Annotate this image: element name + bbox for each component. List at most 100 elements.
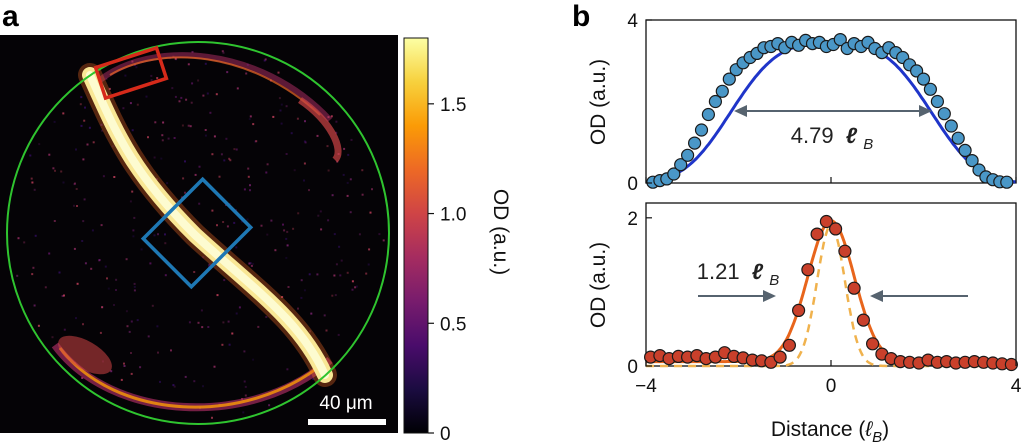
noise-pixel — [92, 141, 95, 144]
noise-pixel — [272, 115, 275, 118]
noise-pixel — [304, 141, 307, 144]
noise-pixel — [226, 71, 229, 74]
noise-pixel — [204, 129, 207, 131]
noise-pixel — [16, 274, 19, 277]
noise-pixel — [132, 235, 135, 238]
noise-pixel — [246, 218, 249, 221]
scale-bar-label: 40 μm — [319, 393, 372, 414]
noise-pixel — [63, 328, 66, 331]
noise-pixel — [317, 214, 320, 217]
noise-pixel — [343, 147, 346, 150]
noise-pixel — [174, 95, 177, 98]
noise-pixel — [242, 411, 245, 414]
bottom-width-arrows — [698, 290, 968, 302]
noise-pixel — [100, 224, 103, 227]
noise-pixel — [160, 157, 163, 160]
noise-pixel — [101, 306, 104, 309]
y-tick-label: 0 — [627, 174, 638, 195]
noise-pixel — [260, 224, 263, 227]
noise-pixel — [31, 273, 34, 276]
noise-pixel — [201, 326, 204, 329]
noise-pixel — [75, 188, 78, 190]
noise-pixel — [202, 385, 204, 388]
noise-pixel — [365, 272, 368, 275]
noise-pixel — [164, 242, 167, 245]
noise-pixel — [327, 219, 330, 222]
noise-pixel — [337, 333, 340, 336]
noise-pixel — [333, 233, 336, 236]
y-tick-label: 4 — [627, 11, 638, 32]
noise-pixel — [147, 136, 149, 139]
noise-pixel — [108, 87, 111, 90]
noise-pixel — [342, 173, 345, 176]
noise-pixel — [279, 109, 282, 112]
noise-pixel — [161, 139, 164, 142]
noise-pixel — [113, 304, 115, 306]
bottom-width-unit: ℓ — [752, 259, 764, 284]
noise-pixel — [100, 123, 103, 126]
noise-pixel — [354, 286, 357, 289]
noise-pixel — [266, 163, 269, 166]
noise-pixel — [316, 273, 319, 276]
noise-pixel — [178, 100, 181, 103]
noise-pixel — [226, 225, 229, 228]
noise-pixel — [346, 181, 349, 184]
noise-pixel — [184, 191, 186, 194]
data-point — [833, 32, 847, 47]
noise-pixel — [231, 332, 234, 335]
noise-pixel — [303, 140, 306, 143]
data-point — [680, 148, 695, 162]
noise-pixel — [81, 240, 84, 242]
noise-pixel — [369, 211, 372, 214]
data-point — [674, 158, 688, 172]
noise-pixel — [82, 158, 85, 161]
noise-pixel — [285, 256, 288, 259]
noise-pixel — [194, 173, 197, 176]
noise-pixel — [132, 229, 135, 232]
noise-pixel — [223, 279, 226, 282]
noise-pixel — [38, 143, 41, 146]
noise-pixel — [312, 378, 315, 380]
noise-pixel — [316, 134, 319, 137]
noise-pixel — [182, 177, 185, 180]
noise-pixel — [252, 123, 255, 126]
noise-pixel — [17, 237, 20, 240]
noise-pixel — [235, 312, 238, 315]
noise-pixel — [269, 312, 272, 315]
noise-pixel — [248, 118, 251, 121]
noise-pixel — [76, 282, 79, 285]
noise-pixel — [265, 316, 268, 318]
noise-pixel — [162, 121, 165, 124]
noise-pixel — [320, 228, 323, 231]
noise-pixel — [33, 304, 36, 307]
noise-pixel — [349, 178, 352, 181]
data-point — [923, 82, 938, 96]
noise-pixel — [115, 278, 118, 281]
noise-pixel — [180, 96, 183, 99]
noise-pixel — [171, 87, 174, 90]
noise-pixel — [62, 112, 65, 115]
noise-pixel — [136, 319, 139, 322]
noise-pixel — [130, 320, 133, 323]
noise-pixel — [151, 304, 154, 307]
noise-pixel — [308, 273, 311, 276]
noise-pixel — [248, 262, 251, 265]
noise-pixel — [221, 343, 224, 346]
noise-pixel — [213, 135, 216, 138]
noise-pixel — [136, 103, 139, 106]
outer-ring-core-upper — [109, 56, 321, 116]
noise-pixel — [82, 220, 85, 223]
noise-pixel — [215, 93, 218, 96]
top-data-points — [646, 32, 1014, 189]
noise-pixel — [286, 230, 289, 233]
data-point — [958, 143, 972, 157]
noise-pixel — [327, 169, 330, 172]
noise-pixel — [285, 153, 288, 155]
noise-pixel — [133, 285, 136, 288]
noise-pixel — [211, 153, 214, 156]
noise-pixel — [330, 115, 333, 118]
noise-pixel — [281, 296, 284, 298]
noise-pixel — [23, 241, 26, 244]
noise-pixel — [74, 182, 76, 185]
